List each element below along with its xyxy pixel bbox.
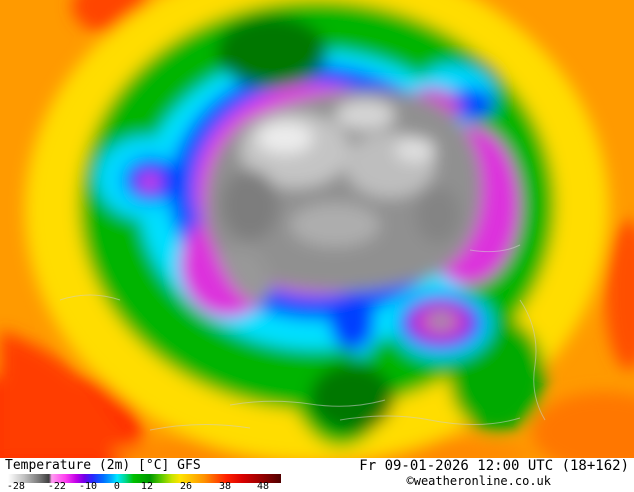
scale-tick: 38 (219, 481, 232, 492)
dark-green-top-accent (217, 16, 327, 88)
scale-tick: 0 (113, 481, 120, 492)
temperature-bands (0, 0, 634, 458)
cold-gray-core (204, 89, 482, 329)
scale-tick: 48 (256, 481, 269, 492)
map-footer: Temperature (2m) [°C] GFS -28 -22 -10 0 … (0, 458, 634, 492)
valid-time: Fr 09-01-2026 12:00 UTC (18+162) (359, 458, 629, 474)
copyright: ©weatheronline.co.uk (406, 474, 552, 488)
temperature-scale-gradient (8, 474, 281, 483)
map-title: Temperature (2m) [°C] GFS (5, 458, 201, 473)
scale-tick: 26 (179, 481, 193, 492)
scale-tick: 12 (140, 481, 153, 492)
temperature-map (0, 0, 634, 458)
scale-tick: -10 (78, 481, 98, 492)
temperature-scale-ticks: -28 -22 -10 0 12 26 38 48 (6, 481, 281, 492)
country-borders-overlay (59, 244, 546, 431)
scale-tick: -22 (47, 481, 66, 492)
temperature-field-svg (0, 0, 634, 458)
legend-area: Temperature (2m) [°C] GFS -28 -22 -10 0 … (5, 458, 307, 492)
scale-tick: -28 (6, 481, 25, 492)
timestamp-area: Fr 09-01-2026 12:00 UTC (18+162) ©weathe… (359, 459, 629, 490)
